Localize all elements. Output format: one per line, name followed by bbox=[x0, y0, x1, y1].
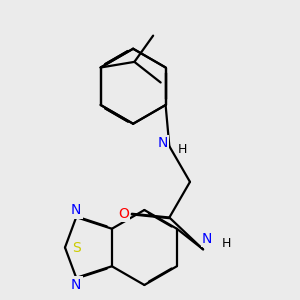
Text: N: N bbox=[71, 278, 81, 292]
Text: S: S bbox=[72, 241, 81, 254]
Text: H: H bbox=[178, 143, 187, 156]
Text: N: N bbox=[158, 136, 168, 150]
Text: N: N bbox=[71, 203, 81, 218]
Text: O: O bbox=[118, 207, 129, 221]
Text: N: N bbox=[202, 232, 212, 246]
Text: H: H bbox=[222, 237, 231, 250]
